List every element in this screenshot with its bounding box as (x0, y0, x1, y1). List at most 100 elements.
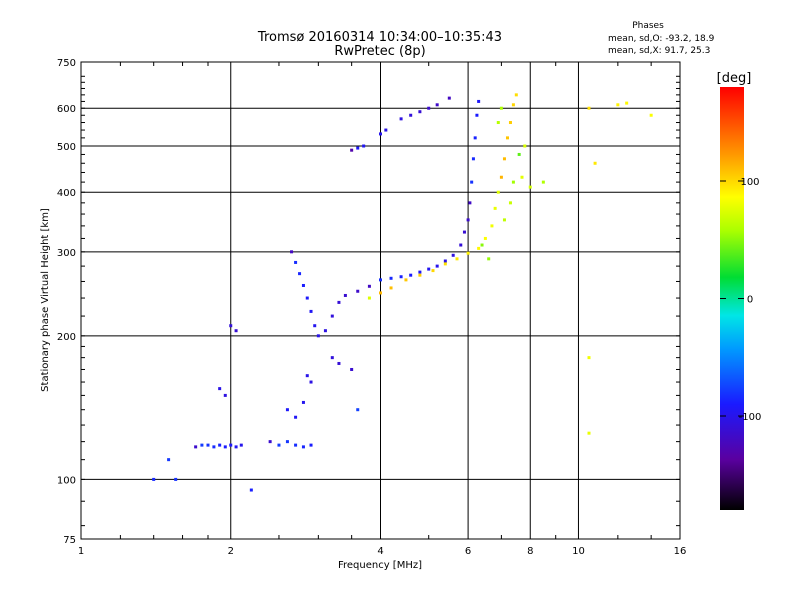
x-mode-scatter-point (480, 243, 484, 247)
colorbar-tick-label: -100 (739, 412, 762, 423)
o-mode-upper-trace-point (427, 106, 431, 110)
y-tick-label: 100 (57, 475, 76, 486)
low-layer-traces-point (194, 445, 198, 449)
o-mode-lower-trace-point (475, 113, 479, 117)
o-mode-upper-trace-point (435, 103, 439, 107)
o-mode-lower-trace-point (427, 267, 431, 271)
x-mode-trace-point (502, 157, 506, 161)
low-layer-traces-point (239, 443, 243, 447)
o-mode-lower-trace-point (309, 309, 313, 313)
x-mode-trace-point (483, 236, 487, 240)
low-layer-traces-point (223, 393, 227, 397)
o-mode-lower-trace-point (305, 296, 309, 300)
colorbar-ticks: 100 0 -100 (720, 177, 761, 423)
o-mode-lower-trace-point (462, 230, 466, 234)
x-tick-label: 2 (228, 546, 234, 557)
x-mode-trace-point (418, 273, 422, 277)
low-layer-traces-point (167, 458, 171, 462)
low-layer-traces-point (218, 387, 222, 391)
x-mode-trace-point (499, 175, 503, 179)
low-layer-traces-point (174, 477, 178, 481)
x-mode-trace-point (493, 206, 497, 210)
o-mode-lower-trace-point (389, 276, 393, 280)
low-layer-traces-point (212, 445, 216, 449)
x-mode-trace-point (404, 278, 408, 282)
x-tick-label: 1 (78, 546, 84, 557)
low-layer-traces-point (268, 440, 272, 444)
o-mode-lower-trace-point (298, 272, 302, 276)
x-mode-scatter-point (487, 257, 491, 261)
low-layer-traces-point (330, 356, 334, 360)
o-mode-lower-trace-point (294, 260, 298, 264)
x-tick-label: 10 (572, 546, 585, 557)
y-axis-label: Stationary phase Virtual Height [km] (40, 208, 51, 392)
low-layer-traces-point (294, 443, 298, 447)
o-mode-upper-trace-point (356, 146, 360, 150)
high-frequency-noise-point (587, 356, 591, 360)
o-mode-lower-trace-point (418, 270, 422, 274)
o-mode-lower-trace-point (379, 278, 382, 282)
x-tick-label: 8 (527, 546, 533, 557)
o-mode-lower-trace-point (290, 250, 294, 254)
low-layer-traces-point (249, 488, 253, 492)
y-tick-label: 400 (57, 188, 76, 199)
low-layer-traces-point (206, 443, 210, 447)
x-mode-trace-point (389, 286, 393, 290)
colorbar-tick-label: 100 (740, 177, 759, 188)
low-layer-traces-point (301, 400, 305, 404)
low-layer-traces-point (234, 445, 238, 449)
scatter-points (152, 93, 653, 492)
x-tick-label: 6 (465, 546, 471, 557)
x-mode-trace-point (496, 190, 500, 194)
x-mode-trace-point (514, 93, 518, 97)
o-mode-lower-trace-point (451, 253, 455, 257)
y-tick-label: 75 (63, 535, 76, 546)
phase-x-stats: mean, sd,X: 91.7, 25.3 (608, 46, 710, 56)
y-tick-label: 600 (57, 104, 76, 115)
o-mode-lower-trace-point (466, 218, 470, 222)
x-mode-scatter-point (496, 121, 500, 125)
x-mode-trace-point (505, 136, 509, 140)
x-mode-scatter-point (508, 201, 512, 205)
o-mode-upper-trace-point (362, 144, 366, 148)
low-layer-traces-point (229, 443, 233, 447)
o-mode-upper-trace-point (350, 148, 354, 152)
high-frequency-noise-point (587, 106, 591, 110)
low-layer-traces-point (223, 445, 227, 449)
phase-heading: Phases (632, 21, 664, 31)
plot-area: 1 2 4 6 8 10 16 75 100 200 300 400 500 600 750 (57, 58, 686, 557)
x-mode-scatter-point (520, 175, 524, 179)
x-mode-scatter-point (523, 144, 527, 148)
x-mode-trace-point (379, 291, 382, 295)
low-layer-traces-point (234, 329, 238, 333)
x-tick-label: 16 (674, 546, 687, 557)
o-mode-lower-trace-point (367, 284, 371, 288)
low-layer-traces-point (277, 443, 281, 447)
high-frequency-noise-point (649, 113, 653, 117)
x-mode-trace-point (431, 269, 435, 273)
plot-frame (80, 61, 681, 540)
low-layer-traces-point (337, 361, 341, 365)
x-mode-trace-point (367, 296, 371, 300)
o-mode-lower-trace-point (470, 180, 474, 184)
low-layer-traces-point (350, 367, 354, 371)
o-mode-lower-trace-point (468, 201, 472, 205)
x-mode-trace-point (466, 251, 470, 255)
o-mode-lower-trace-point (435, 264, 439, 268)
low-layer-traces-point (309, 443, 313, 447)
o-mode-lower-trace-point (356, 289, 360, 293)
o-mode-lower-trace-point (323, 329, 327, 333)
low-layer-traces-point (285, 440, 289, 444)
o-mode-lower-trace-point (471, 157, 475, 161)
o-mode-upper-trace-point (409, 113, 413, 117)
chart-title: Tromsø 20160314 10:34:00–10:35:43 (257, 30, 502, 45)
low-layer-traces-point (356, 408, 360, 412)
o-mode-lower-trace-point (473, 136, 477, 140)
o-mode-lower-trace-point (316, 334, 320, 338)
high-frequency-noise-point (587, 431, 591, 435)
high-frequency-noise-point (616, 103, 620, 107)
x-mode-trace-point (511, 103, 515, 107)
o-mode-upper-trace-point (379, 132, 382, 136)
low-layer-traces-point (200, 443, 204, 447)
